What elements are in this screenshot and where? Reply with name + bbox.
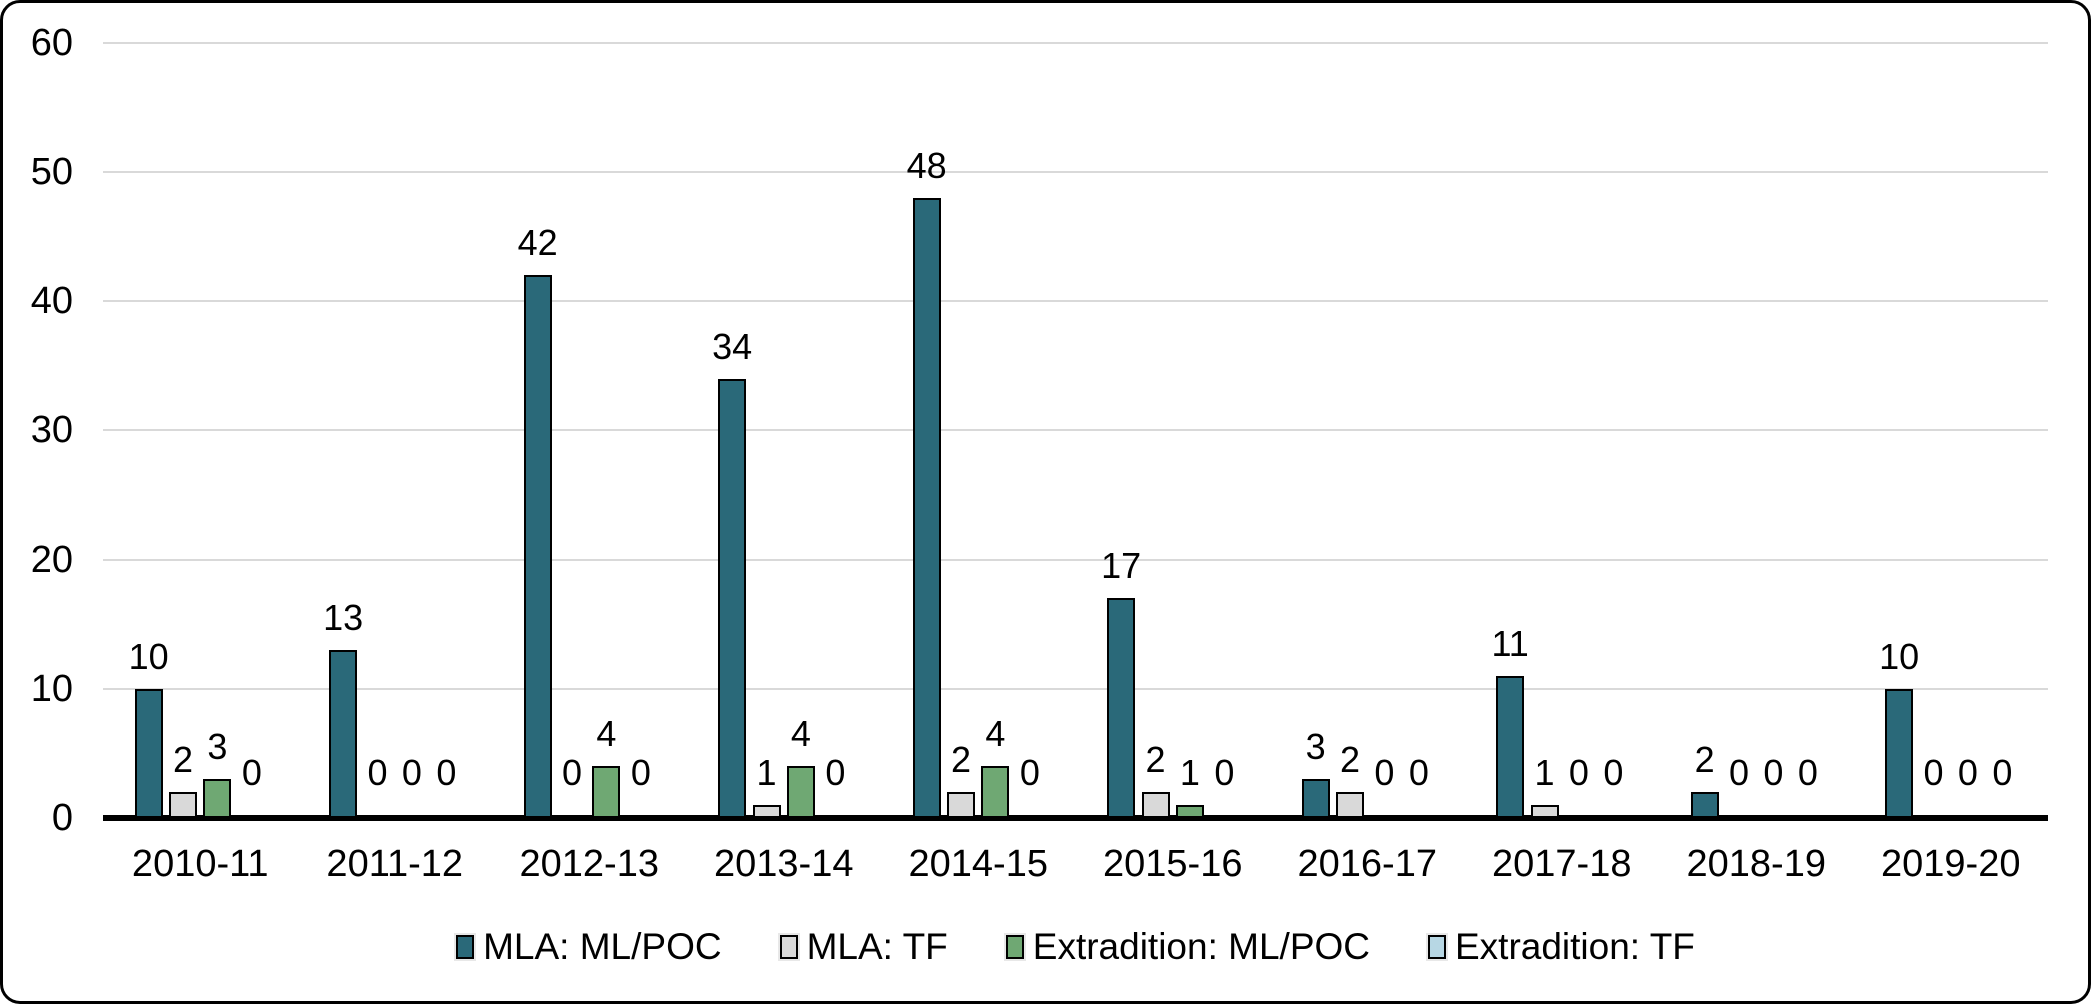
data-label: 10 [128, 635, 169, 677]
x-axis-category-label: 2015-16 [1103, 843, 1243, 885]
data-label: 1 [1534, 752, 1555, 794]
data-label: 2 [1694, 739, 1715, 781]
gridline-30 [103, 429, 2048, 432]
legend-swatch-icon [1005, 935, 1024, 959]
bar-mla-ml-poc [134, 688, 163, 818]
data-label: 0 [367, 752, 388, 793]
data-label: 0 [1797, 752, 1818, 793]
data-label: 42 [517, 222, 558, 264]
gridline-10 [103, 687, 2048, 690]
legend-label: Extradition: ML/POC [1032, 926, 1370, 967]
bar-mla-ml-poc [718, 378, 747, 818]
x-axis-category-label: 2014-15 [908, 843, 1048, 885]
data-label: 0 [630, 752, 651, 793]
x-axis-category-label: 2018-19 [1686, 843, 1826, 885]
bar-mla-tf [1530, 805, 1559, 818]
data-label: 2 [1145, 739, 1166, 781]
bar-mla-ml-poc [912, 197, 941, 818]
bar-mla-ml-poc [1690, 792, 1719, 818]
y-axis-tick-label: 50 [30, 151, 73, 193]
y-axis-tick-label: 40 [30, 280, 73, 323]
chart-legend: MLA: ML/POC MLA: TF Extradition: ML/POC Ext… [103, 921, 2048, 973]
y-axis-tick-label: 60 [30, 21, 73, 64]
bar-extradition-ml-poc [786, 766, 815, 818]
data-label: 0 [1992, 752, 2013, 793]
legend-label: MLA: TF [806, 926, 948, 967]
data-label: 0 [1374, 752, 1395, 793]
data-label: 4 [790, 713, 811, 755]
data-label: 1 [1179, 752, 1200, 794]
data-label: 2 [951, 739, 972, 781]
data-label: 4 [596, 713, 617, 755]
data-label: 13 [323, 597, 364, 639]
data-label: 0 [1923, 752, 1944, 793]
data-label: 11 [1491, 622, 1529, 664]
y-axis-tick-label: 30 [30, 409, 73, 452]
x-axis-category-label: 2012-13 [519, 843, 659, 885]
data-label: 4 [985, 713, 1006, 755]
bar-extradition-ml-poc [1175, 805, 1204, 818]
data-label: 0 [1214, 752, 1235, 793]
bar-mla-ml-poc [1301, 779, 1330, 818]
data-label: 0 [1019, 752, 1040, 793]
bar-mla-tf [1141, 792, 1170, 818]
data-label: 17 [1101, 545, 1142, 587]
gridline-50 [103, 171, 2048, 173]
legend-swatch-icon [779, 935, 798, 959]
data-label: 3 [1305, 726, 1326, 768]
x-axis-category-label: 2010-11 [131, 843, 269, 885]
bar-extradition-ml-poc [203, 779, 232, 818]
legend-item: MLA: TF [779, 926, 948, 967]
data-label: 0 [1957, 752, 1978, 793]
data-label: 0 [1763, 752, 1784, 793]
bar-mla-ml-poc [1107, 598, 1136, 818]
data-label: 0 [1729, 752, 1750, 793]
x-axis-category-label: 2016-17 [1297, 843, 1437, 885]
data-label: 0 [1603, 752, 1624, 793]
bar-mla-tf [1336, 792, 1365, 818]
y-axis-tick-label: 20 [30, 538, 73, 581]
gridline-40 [103, 300, 2048, 303]
data-label: 0 [1568, 752, 1589, 793]
bar-mla-tf [947, 792, 976, 818]
data-label: 34 [712, 325, 753, 367]
bar-mla-tf [752, 805, 781, 818]
x-axis-line [103, 815, 2048, 821]
bar-mla-tf [169, 792, 198, 818]
x-axis-category-label: 2011-12 [326, 843, 464, 885]
legend-swatch-icon [456, 935, 475, 959]
gridline-20 [103, 558, 2048, 561]
legend-swatch-icon [1428, 935, 1446, 959]
x-axis-category-label: 2013-14 [714, 843, 854, 885]
data-label: 2 [1340, 739, 1361, 781]
legend-item: Extradition: TF [1428, 927, 1695, 967]
data-label: 0 [436, 752, 457, 793]
data-label: 0 [1408, 752, 1429, 793]
y-axis-tick-label: 10 [30, 667, 73, 710]
bar-mla-ml-poc [1496, 675, 1525, 818]
data-label: 0 [241, 752, 262, 793]
data-label: 0 [401, 752, 422, 793]
data-label: 10 [1879, 635, 1920, 677]
bar-extradition-ml-poc [981, 766, 1010, 818]
data-label: 3 [207, 726, 228, 768]
y-axis-tick-label: 0 [51, 797, 73, 839]
legend-label: MLA: ML/POC [483, 926, 722, 967]
data-label: 2 [173, 739, 194, 781]
x-axis-category-label: 2019-20 [1881, 843, 2021, 885]
x-axis-category-label: 2017-18 [1492, 843, 1632, 885]
bar-mla-ml-poc [329, 650, 358, 818]
data-label: 48 [906, 144, 947, 186]
data-label: 0 [562, 752, 583, 793]
legend-item: Extradition: ML/POC [1005, 926, 1370, 967]
data-label: 1 [756, 752, 777, 794]
legend-label: Extradition: TF [1455, 926, 1695, 967]
data-label: 0 [825, 752, 846, 793]
bar-extradition-ml-poc [592, 766, 621, 818]
legend-item: MLA: ML/POC [456, 927, 722, 967]
bar-mla-ml-poc [523, 275, 552, 818]
gridline-60 [103, 41, 2048, 44]
bar-mla-ml-poc [1885, 688, 1914, 818]
